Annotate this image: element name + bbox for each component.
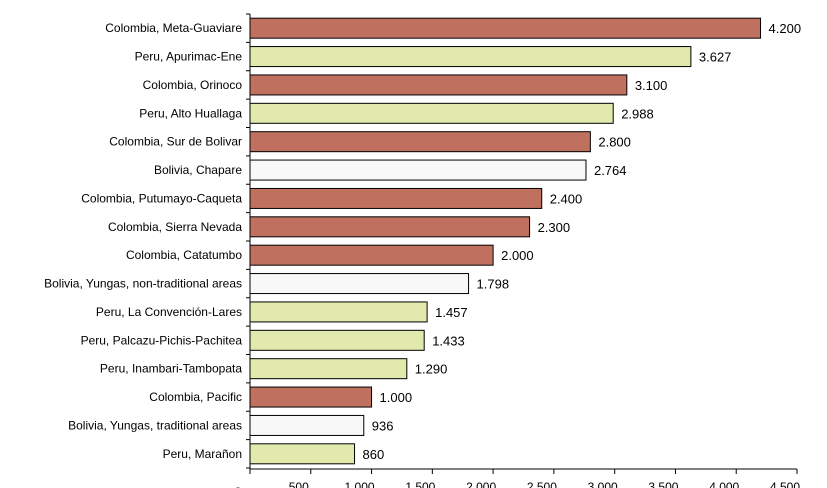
category-label: Peru, Inambari-Tambopata bbox=[100, 362, 242, 376]
bar-14 bbox=[249, 414, 365, 436]
category-label: Peru, Apurimac-Ene bbox=[135, 50, 243, 64]
bar-4 bbox=[249, 131, 591, 153]
bar-0 bbox=[249, 17, 762, 39]
x-tick-label: 2.000 bbox=[466, 480, 496, 488]
bar-11 bbox=[249, 329, 425, 351]
value-label: 3.100 bbox=[635, 78, 668, 93]
category-label: Peru, Palcazu-Pichis-Pachitea bbox=[81, 333, 243, 347]
category-label: Colombia, Sur de Bolivar bbox=[109, 135, 242, 149]
bar-7 bbox=[249, 216, 531, 238]
x-tick-label: 1.500 bbox=[405, 480, 435, 488]
bar-6 bbox=[249, 187, 543, 209]
value-label: 1.290 bbox=[415, 362, 448, 377]
category-label: Bolivia, Chapare bbox=[154, 163, 242, 177]
x-tick-label: 2.500 bbox=[527, 480, 557, 488]
bar-15 bbox=[249, 443, 356, 465]
value-label: 3.627 bbox=[699, 50, 732, 65]
bars-layer bbox=[249, 17, 762, 465]
bar-10 bbox=[249, 301, 428, 323]
labels-layer: Colombia, Meta-Guaviare 4.200 Peru, Apurim… bbox=[44, 21, 801, 488]
bar-12 bbox=[249, 358, 408, 380]
category-label: Peru, La Convención-Lares bbox=[96, 305, 242, 319]
x-tick-label: 4.000 bbox=[709, 480, 739, 488]
value-label: 2.988 bbox=[621, 106, 654, 121]
bar-8 bbox=[249, 244, 494, 266]
value-label: 1.457 bbox=[435, 305, 468, 320]
value-label: 1.000 bbox=[380, 390, 413, 405]
axes-layer bbox=[246, 13, 798, 474]
value-label: 4.200 bbox=[769, 21, 802, 36]
bar-1 bbox=[249, 46, 692, 68]
x-tick-label: - bbox=[236, 480, 240, 488]
value-label: 1.798 bbox=[477, 277, 510, 292]
x-tick-label: 3.500 bbox=[648, 480, 678, 488]
bar-2 bbox=[249, 74, 628, 96]
bar-13 bbox=[249, 386, 373, 408]
x-tick-label: 1.000 bbox=[345, 480, 375, 488]
category-label: Colombia, Meta-Guaviare bbox=[105, 21, 242, 35]
value-label: 860 bbox=[363, 447, 385, 462]
category-label: Colombia, Putumayo-Caqueta bbox=[81, 191, 242, 205]
x-tick-label: 4.500 bbox=[770, 480, 800, 488]
x-tick-label: 500 bbox=[289, 480, 309, 488]
category-label: Bolivia, Yungas, traditional areas bbox=[68, 418, 242, 432]
category-label: Colombia, Sierra Nevada bbox=[108, 220, 242, 234]
bar-9 bbox=[249, 273, 470, 295]
category-label: Colombia, Catatumbo bbox=[126, 248, 242, 262]
bar-3 bbox=[249, 102, 614, 124]
category-label: Colombia, Orinoco bbox=[143, 78, 243, 92]
value-label: 2.300 bbox=[538, 220, 571, 235]
value-label: 2.800 bbox=[598, 135, 631, 150]
category-label: Peru, Alto Huallaga bbox=[139, 106, 242, 120]
value-label: 936 bbox=[372, 418, 394, 433]
category-label: Colombia, Pacific bbox=[149, 390, 242, 404]
value-label: 2.764 bbox=[594, 163, 627, 178]
value-label: 1.433 bbox=[432, 333, 465, 348]
value-label: 2.400 bbox=[550, 191, 583, 206]
category-label: Peru, Marañon bbox=[163, 447, 242, 461]
value-label: 2.000 bbox=[501, 248, 534, 263]
bar-5 bbox=[249, 159, 587, 181]
x-tick-label: 3.000 bbox=[588, 480, 618, 488]
category-label: Bolivia, Yungas, non-traditional areas bbox=[44, 277, 242, 291]
